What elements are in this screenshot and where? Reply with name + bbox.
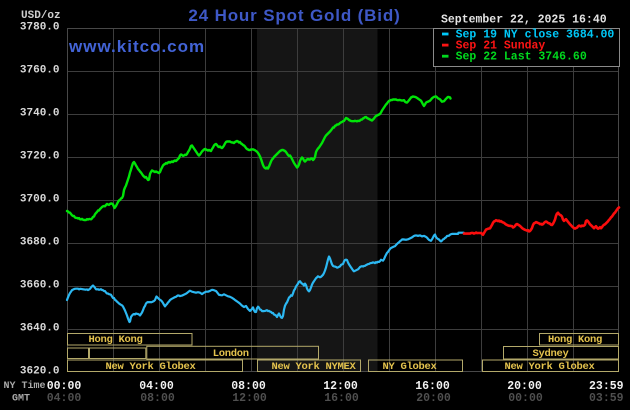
svg-text:3680.0: 3680.0: [20, 237, 60, 249]
svg-text:00:00: 00:00: [47, 380, 82, 393]
svg-text:03:59: 03:59: [589, 392, 624, 405]
svg-text:September 22, 2025 16:40: September 22, 2025 16:40: [441, 14, 607, 27]
svg-text:08:00: 08:00: [140, 392, 175, 405]
svg-text:3700.0: 3700.0: [20, 194, 60, 206]
svg-text:www.kitco.com: www.kitco.com: [68, 37, 205, 56]
svg-text:3660.0: 3660.0: [20, 280, 60, 292]
svg-text:3640.0: 3640.0: [20, 323, 60, 335]
svg-text:USD/oz: USD/oz: [21, 10, 61, 22]
svg-text:Hong Kong: Hong Kong: [88, 334, 142, 346]
svg-text:3720.0: 3720.0: [20, 151, 60, 163]
svg-text:04:00: 04:00: [47, 392, 82, 405]
svg-text:Sep 21 Sunday: Sep 21 Sunday: [456, 40, 546, 53]
svg-text:12:00: 12:00: [323, 380, 358, 393]
svg-text:3780.0: 3780.0: [20, 22, 60, 34]
svg-text:16:00: 16:00: [324, 392, 359, 405]
svg-text:New York Globex: New York Globex: [105, 361, 196, 373]
svg-text:20:00: 20:00: [416, 392, 451, 405]
svg-text:04:00: 04:00: [139, 380, 174, 393]
svg-text:Sep 22 Last 3746.60: Sep 22 Last 3746.60: [456, 51, 587, 64]
svg-text:New York NYMEX: New York NYMEX: [271, 361, 356, 373]
svg-text:New York Globex: New York Globex: [504, 361, 595, 373]
svg-text:Hong Kong: Hong Kong: [548, 334, 602, 346]
svg-text:NY Time: NY Time: [4, 380, 46, 392]
svg-text:20:00: 20:00: [507, 380, 542, 393]
svg-text:23:59: 23:59: [589, 380, 624, 393]
svg-text:3620.0: 3620.0: [20, 366, 60, 378]
svg-text:NY Globex: NY Globex: [382, 361, 437, 373]
svg-text:GMT: GMT: [12, 394, 30, 405]
svg-text:London: London: [213, 348, 249, 360]
svg-text:00:00: 00:00: [508, 392, 543, 405]
svg-text:3760.0: 3760.0: [20, 65, 60, 77]
svg-text:08:00: 08:00: [231, 380, 266, 393]
svg-text:12:00: 12:00: [232, 392, 267, 405]
svg-text:3740.0: 3740.0: [20, 108, 60, 120]
svg-text:Sep 19 NY close 3684.00: Sep 19 NY close 3684.00: [456, 29, 615, 42]
svg-text:24 Hour Spot Gold (Bid): 24 Hour Spot Gold (Bid): [188, 6, 400, 25]
svg-text:16:00: 16:00: [415, 380, 450, 393]
svg-text:Sydney: Sydney: [532, 348, 569, 360]
